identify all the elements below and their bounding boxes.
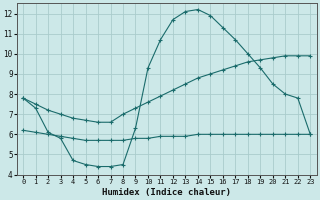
X-axis label: Humidex (Indice chaleur): Humidex (Indice chaleur) bbox=[102, 188, 231, 197]
